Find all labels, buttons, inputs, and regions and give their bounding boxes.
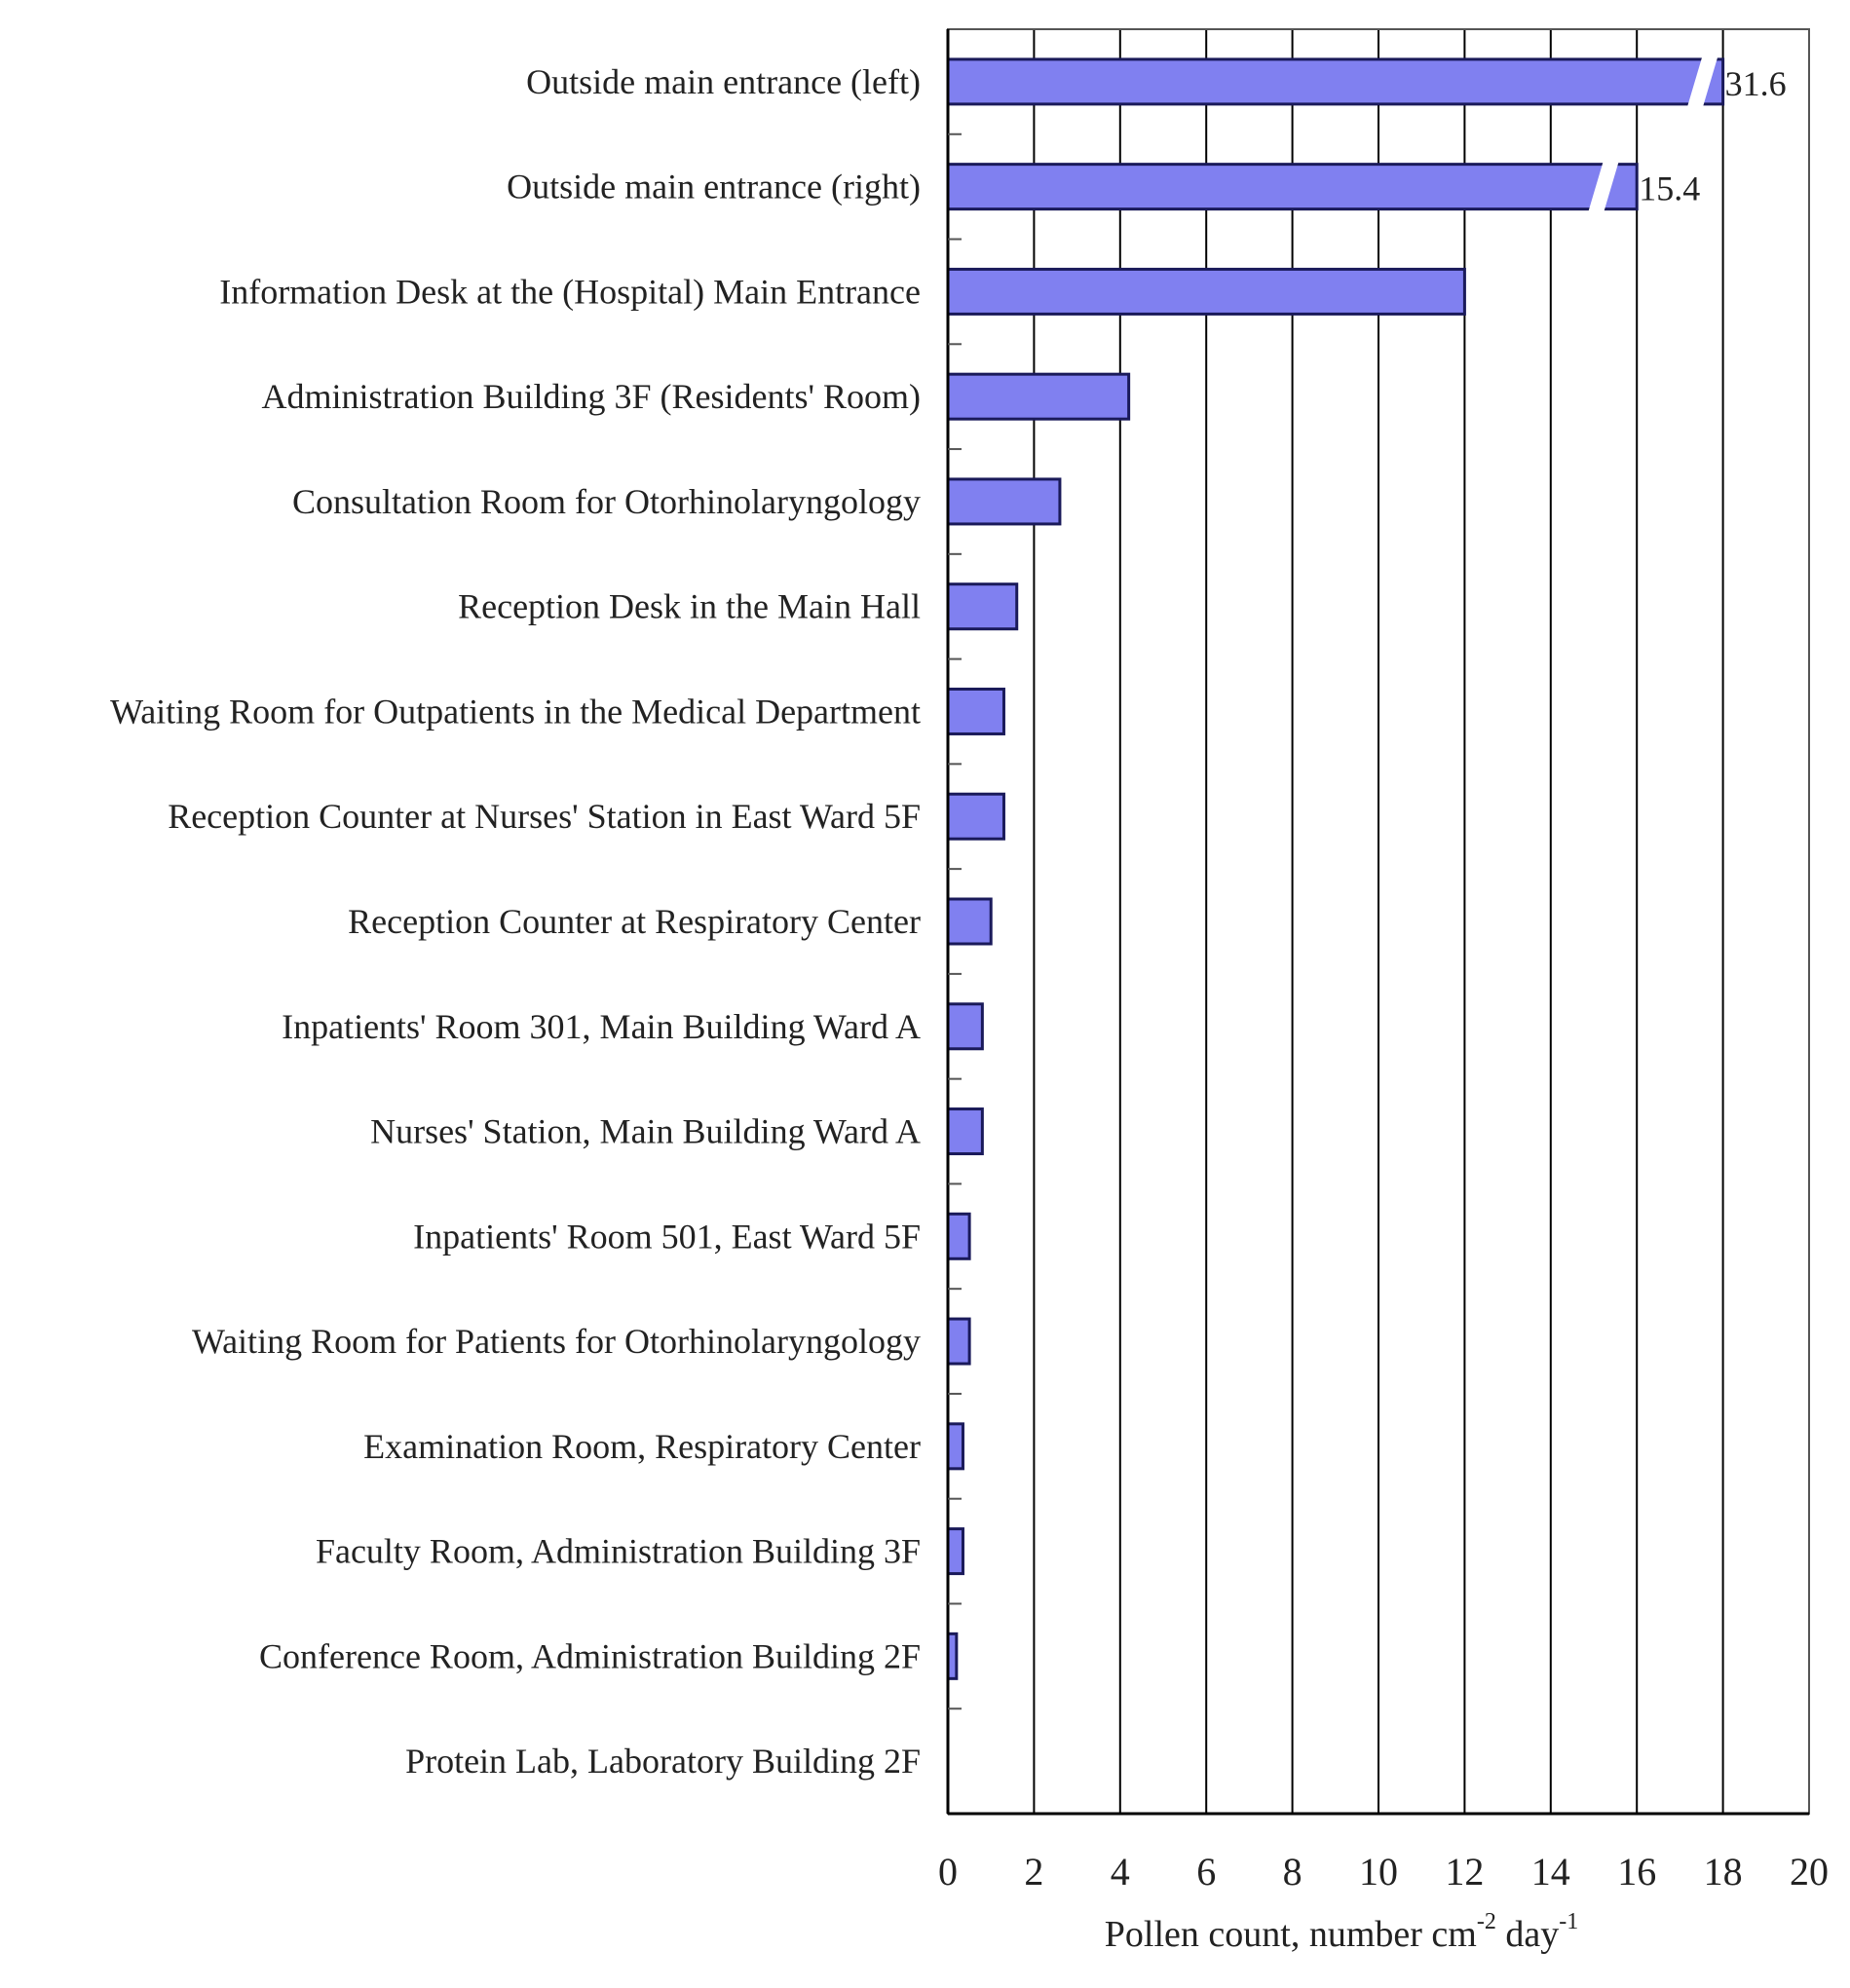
x-tick-label: 16 [1617, 1850, 1656, 1894]
category-label: Information Desk at the (Hospital) Main … [219, 272, 921, 311]
category-label: Conference Room, Administration Building… [259, 1636, 921, 1675]
bar [946, 1212, 971, 1260]
category-label: Reception Counter at Respiratory Center [348, 902, 921, 941]
x-tick-label: 10 [1359, 1850, 1398, 1894]
category-label: Waiting Room for Outpatients in the Medi… [110, 692, 921, 731]
x-tick-label: 12 [1445, 1850, 1484, 1894]
axis-break-marker [1686, 55, 1718, 108]
bars: 31.6 15.4 [946, 55, 1787, 1680]
bar [946, 1317, 971, 1366]
x-tick-label: 14 [1531, 1850, 1570, 1894]
axis-break-marker [1588, 160, 1619, 213]
bar [946, 1002, 984, 1051]
category-label: Outside main entrance (left) [526, 62, 921, 101]
category-label: Reception Counter at Nurses' Station in … [168, 797, 921, 836]
x-tick-label: 18 [1704, 1850, 1743, 1894]
bar [946, 582, 1019, 631]
category-label: Consultation Room for Otorhinolaryngolog… [292, 482, 921, 521]
bar-value-label: 31.6 [1725, 64, 1787, 103]
category-label: Nurses' Station, Main Building Ward A [370, 1112, 921, 1151]
x-tick-label: 20 [1790, 1850, 1829, 1894]
category-label: Outside main entrance (right) [507, 168, 921, 206]
bar [946, 267, 1466, 316]
bar [946, 1422, 964, 1471]
axes [946, 28, 1810, 1816]
x-tick-labels: 0 2 4 6 8 10 12 14 16 18 20 [938, 1850, 1829, 1894]
bar [946, 372, 1131, 421]
bar-value-label: 15.4 [1639, 169, 1700, 208]
category-label: Protein Lab, Laboratory Building 2F [405, 1742, 921, 1781]
bar [946, 792, 1005, 841]
bar [946, 897, 993, 946]
category-label: Examination Room, Respiratory Center [363, 1427, 921, 1466]
x-axis-label: Pollen count, number cm-2 day-1 [1105, 1909, 1578, 1955]
category-label: Administration Building 3F (Residents' R… [262, 377, 922, 416]
bar [946, 1527, 964, 1576]
x-tick-label: 8 [1283, 1850, 1303, 1894]
category-label: Inpatients' Room 301, Main Building Ward… [282, 1007, 921, 1046]
bar [946, 687, 1005, 735]
bar [946, 163, 1639, 211]
x-tick-label: 4 [1111, 1850, 1130, 1894]
bar [946, 1107, 984, 1156]
x-tick-label: 6 [1196, 1850, 1216, 1894]
category-label: Inpatients' Room 501, East Ward 5F [413, 1217, 921, 1256]
category-label: Faculty Room, Administration Building 3F [316, 1532, 921, 1571]
category-label: Reception Desk in the Main Hall [458, 587, 921, 626]
bar [946, 477, 1062, 526]
x-tick-label: 0 [938, 1850, 958, 1894]
category-label: Waiting Room for Patients for Otorhinola… [192, 1322, 921, 1361]
x-tick-label: 2 [1024, 1850, 1043, 1894]
bar [946, 57, 1725, 106]
category-labels: Outside main entrance (left) Outside main… [110, 62, 921, 1781]
